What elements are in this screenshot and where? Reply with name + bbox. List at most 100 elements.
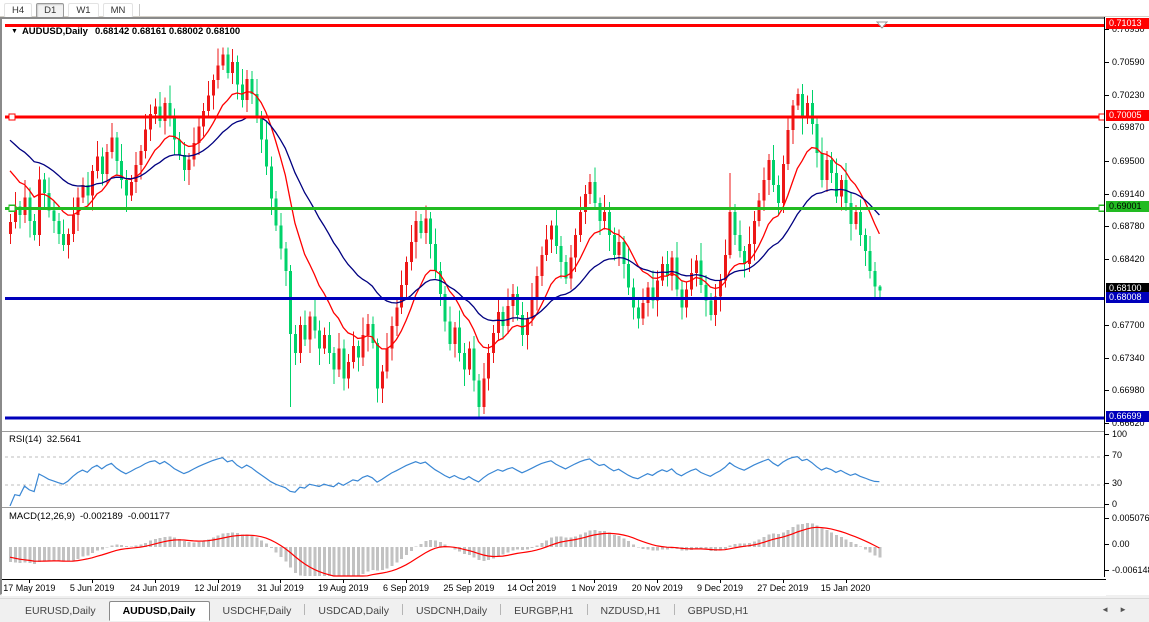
candle[interactable] [91, 164, 95, 211]
candle[interactable] [124, 170, 128, 213]
candle[interactable] [747, 226, 751, 273]
time-axis[interactable]: 17 May 2019 5 Jun 2019 24 Jun 2019 12 Jul 2… [2, 579, 1106, 596]
candle[interactable] [202, 102, 206, 137]
candle[interactable] [743, 245, 747, 278]
candle[interactable] [322, 327, 326, 355]
candle[interactable] [506, 288, 510, 335]
candle[interactable] [477, 374, 481, 418]
candle[interactable] [33, 213, 37, 241]
candle[interactable] [728, 172, 732, 259]
candle[interactable] [554, 208, 558, 254]
line-handle[interactable] [8, 204, 16, 213]
candle[interactable] [849, 192, 853, 241]
candle[interactable] [149, 104, 153, 142]
candle[interactable] [173, 108, 177, 156]
candle[interactable] [429, 212, 433, 259]
candle[interactable] [71, 197, 75, 243]
candle[interactable] [839, 174, 843, 211]
candle[interactable] [598, 197, 602, 235]
candle[interactable] [293, 324, 297, 365]
candle[interactable] [313, 299, 317, 339]
candle[interactable] [733, 203, 737, 245]
candle[interactable] [786, 115, 790, 171]
candle[interactable] [376, 338, 380, 403]
candle[interactable] [772, 144, 776, 193]
tab-scroll-right-icon[interactable]: ► [1119, 605, 1137, 614]
candle[interactable] [298, 316, 302, 364]
candle[interactable] [62, 219, 66, 252]
candle[interactable] [153, 98, 157, 124]
candle[interactable] [574, 228, 578, 273]
candle[interactable] [105, 143, 109, 184]
candle[interactable] [211, 74, 215, 110]
timeframe-button-d1[interactable]: D1 [36, 3, 65, 18]
candle[interactable] [134, 152, 138, 193]
candle[interactable] [801, 83, 805, 135]
tab-scroll-left-icon[interactable]: ◄ [1101, 605, 1120, 614]
candle[interactable] [820, 137, 824, 188]
candle[interactable] [284, 242, 288, 286]
candle[interactable] [453, 322, 457, 358]
candle[interactable] [540, 246, 544, 286]
candle[interactable] [622, 235, 626, 279]
candle[interactable] [337, 333, 341, 377]
candle[interactable] [834, 158, 838, 203]
candle[interactable] [221, 47, 225, 71]
candle[interactable] [28, 187, 32, 238]
candle[interactable] [463, 343, 467, 386]
timeframe-button-w1[interactable]: W1 [68, 3, 99, 18]
timeframe-button-mn[interactable]: MN [102, 3, 134, 18]
candle[interactable] [873, 262, 877, 299]
candle[interactable] [120, 143, 124, 189]
chart-tab-usdcad[interactable]: USDCAD,Daily [318, 605, 389, 617]
candle[interactable] [356, 340, 360, 372]
candle[interactable] [863, 228, 867, 266]
candle[interactable] [390, 316, 394, 361]
candle[interactable] [651, 270, 655, 309]
candle[interactable] [520, 302, 524, 346]
candle[interactable] [371, 316, 375, 349]
candle[interactable] [240, 69, 244, 108]
candle[interactable] [23, 180, 27, 224]
candle[interactable] [762, 167, 766, 212]
candle[interactable] [670, 251, 674, 291]
chart-shift-marker-icon[interactable] [875, 21, 889, 29]
candle[interactable] [467, 341, 471, 375]
candle[interactable] [308, 311, 312, 354]
candle[interactable] [250, 71, 254, 104]
candle[interactable] [516, 286, 520, 321]
chart-tab-audusd[interactable]: AUDUSD,Daily [108, 601, 210, 621]
candle[interactable] [264, 122, 268, 175]
candle[interactable] [409, 224, 413, 271]
candle[interactable] [37, 166, 41, 246]
candle[interactable] [859, 199, 863, 246]
candle[interactable] [627, 248, 631, 295]
candle[interactable] [289, 264, 293, 407]
candle[interactable] [796, 88, 800, 111]
chart-tab-eurusd[interactable]: EURUSD,Daily [25, 605, 96, 617]
candle[interactable] [569, 244, 573, 290]
candle[interactable] [18, 201, 22, 229]
candle[interactable] [9, 213, 12, 244]
chart-tab-usdcnh[interactable]: USDCNH,Daily [415, 605, 488, 617]
candle[interactable] [192, 127, 196, 167]
candle[interactable] [419, 213, 423, 239]
candle[interactable] [245, 70, 249, 112]
candle[interactable] [182, 142, 186, 182]
candle[interactable] [690, 258, 694, 296]
candle[interactable] [487, 344, 491, 391]
candle[interactable] [424, 205, 428, 244]
candle[interactable] [86, 172, 90, 207]
candle[interactable] [825, 151, 829, 193]
candle[interactable] [709, 293, 713, 321]
candle[interactable] [279, 213, 283, 260]
candle[interactable] [472, 335, 476, 392]
price-chart-pane[interactable] [5, 20, 1105, 431]
candle[interactable] [66, 228, 70, 259]
candle[interactable] [636, 299, 640, 329]
candle[interactable] [588, 173, 592, 204]
candle[interactable] [496, 297, 500, 340]
candle[interactable] [738, 220, 742, 258]
candle[interactable] [661, 256, 665, 286]
candle[interactable] [549, 220, 553, 254]
